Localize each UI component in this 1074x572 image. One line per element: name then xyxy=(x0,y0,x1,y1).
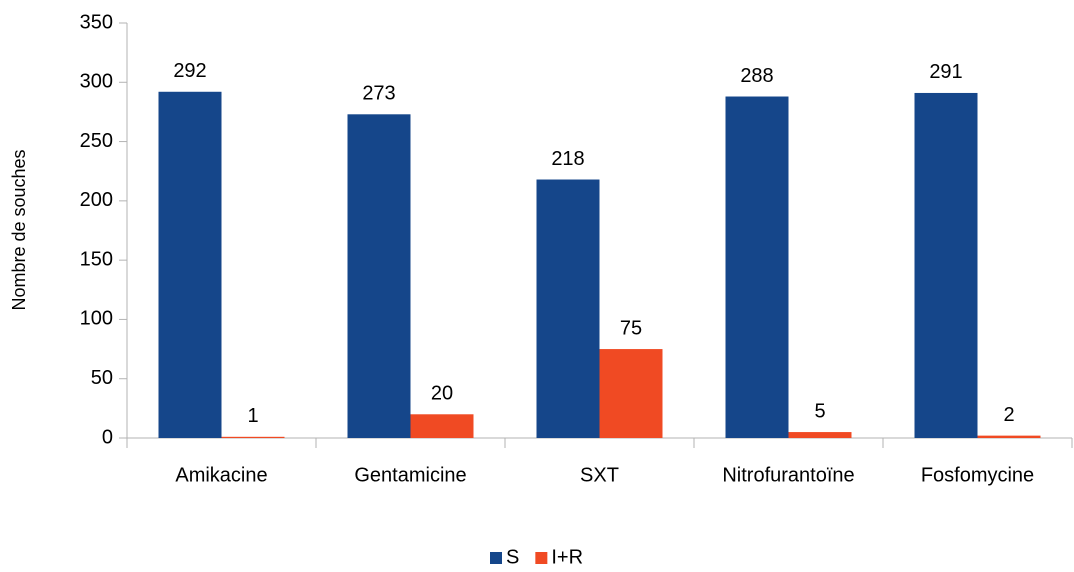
data-label: 75 xyxy=(620,317,642,339)
x-tick-label: Amikacine xyxy=(175,464,267,486)
y-tick-label: 100 xyxy=(80,308,113,330)
y-tick-label: 200 xyxy=(80,189,113,211)
bar xyxy=(221,436,285,438)
data-label: 292 xyxy=(173,60,206,82)
legend-swatch xyxy=(490,552,502,564)
x-tick-label: SXT xyxy=(580,464,619,486)
bar xyxy=(599,349,663,438)
data-label: 291 xyxy=(929,61,962,83)
y-axis-label: Nombre de souches xyxy=(9,149,29,310)
bar xyxy=(914,92,978,438)
bar xyxy=(410,414,474,438)
data-label: 2 xyxy=(1003,404,1014,426)
bar xyxy=(725,96,789,438)
bar xyxy=(158,91,222,439)
bar xyxy=(536,179,600,438)
data-label: 218 xyxy=(551,148,584,170)
data-label: 1 xyxy=(247,405,258,427)
data-label: 273 xyxy=(362,83,395,105)
y-tick-label: 0 xyxy=(102,426,113,448)
data-label: 288 xyxy=(740,65,773,87)
x-tick-label: Nitrofurantoïne xyxy=(722,464,854,486)
y-tick-label: 250 xyxy=(80,130,113,152)
data-label: 20 xyxy=(431,383,453,405)
bar xyxy=(977,435,1041,438)
x-tick-label: Gentamicine xyxy=(354,464,466,486)
bar xyxy=(788,432,852,438)
y-tick-label: 350 xyxy=(80,11,113,33)
bar xyxy=(347,114,411,439)
data-label: 5 xyxy=(814,400,825,422)
legend-label: S xyxy=(506,546,519,568)
y-tick-label: 150 xyxy=(80,248,113,270)
legend-swatch xyxy=(535,552,548,564)
y-tick-label: 300 xyxy=(80,71,113,93)
y-tick-label: 50 xyxy=(91,367,113,389)
legend-label: I+R xyxy=(551,546,583,568)
x-tick-label: Fosfomycine xyxy=(921,464,1034,486)
